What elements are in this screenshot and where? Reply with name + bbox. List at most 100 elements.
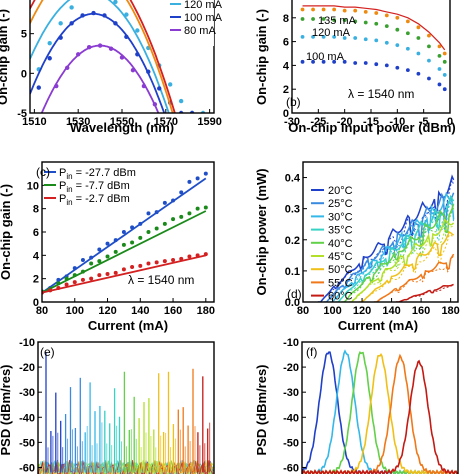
panel-c-xtick-label: 80 <box>36 305 48 317</box>
panel-c-legend-label: Pin = -2.7 dBm <box>59 193 130 207</box>
panel-c-point <box>138 235 143 240</box>
panel-b-point <box>384 13 389 18</box>
panel-b-point <box>427 58 431 63</box>
panel-c-point <box>130 225 135 230</box>
panel-e: -60 -50 -40 -30 -20 -10 (e) PSD (dBm/res) <box>0 337 215 474</box>
panel-a-point <box>58 35 63 40</box>
panel-c-point <box>121 230 126 234</box>
panel-a-point <box>124 34 129 40</box>
panel-c-point <box>146 211 151 216</box>
panel-e-ytick-label: -10 <box>19 337 35 349</box>
panel-d-legend-label: 40°C <box>328 238 353 250</box>
panel-a-point <box>75 52 81 57</box>
panel-a-point <box>113 21 118 26</box>
panel-c-legend-label: Pin = -27.7 dBm <box>59 167 136 181</box>
panel-d-legend-label: 45°C <box>328 251 353 263</box>
panel-b-point <box>384 63 389 68</box>
panel-c-point <box>187 254 192 259</box>
panel-a-point <box>54 83 59 89</box>
panel-e-baseline <box>38 459 214 474</box>
panel-a-point <box>69 21 74 26</box>
panel-b-point <box>437 67 442 71</box>
panel-c-point <box>113 238 118 243</box>
panel-c-ytick-label: 6 <box>33 227 39 239</box>
panel-d-xtick-label: 80 <box>297 305 309 317</box>
panel-b-point <box>395 15 400 20</box>
panel-a-ytick-label: 10 <box>15 0 27 1</box>
panel-c-point <box>48 288 53 293</box>
panel-e-tag: (e) <box>40 345 55 359</box>
panel-c-point <box>97 259 102 264</box>
panel-c-point <box>64 276 69 281</box>
panel-b-xtick-label: -5 <box>419 116 429 128</box>
panel-a-plot-area <box>30 0 206 113</box>
panel-c-point <box>105 241 110 246</box>
panel-a-xtick-label: 1530 <box>66 116 90 128</box>
panel-c-point <box>80 269 85 274</box>
panel-b-plot-area <box>300 5 447 92</box>
panel-b-point <box>442 59 447 64</box>
panel-b-point <box>363 9 368 14</box>
panel-a-point <box>157 86 162 91</box>
panel-d-axes: 0.0 0.1 0.2 0.3 0.4 80 100 120 140 160 180 <box>285 161 460 317</box>
panel-f-spectrum <box>302 353 458 474</box>
panel-a-xtick-label: 1510 <box>22 116 46 128</box>
panel-d-xlabel: Current (mA) <box>338 318 418 333</box>
panel-c-point <box>154 260 159 265</box>
panel-c-point <box>105 254 110 259</box>
panel-c-point <box>171 198 176 203</box>
panel-c-ytick-label: 4 <box>33 250 40 262</box>
panel-d-legend-label: 60°C <box>328 291 353 303</box>
panel-d-legend-label: 35°C <box>328 225 353 237</box>
panel-c-xtick-label: 100 <box>66 305 84 317</box>
panel-c-point <box>89 255 94 260</box>
panel-f-ytick-label: -20 <box>283 362 299 374</box>
panel-d-dotted-line <box>373 255 454 302</box>
panel-d-dotted-line <box>341 207 455 302</box>
panel-c-point <box>162 221 167 226</box>
panel-b-point <box>374 62 379 67</box>
panel-b-xtick-label: 0 <box>447 116 453 128</box>
panel-d-dotted-line <box>335 198 455 302</box>
panel-b-xtick-label: -15 <box>363 116 379 128</box>
panel-b-point <box>395 27 400 32</box>
panel-f-ytick-label: -50 <box>283 437 299 449</box>
panel-d-frame <box>302 161 459 303</box>
panel-b-point <box>395 65 400 70</box>
panel-c-point <box>80 258 85 262</box>
panel-d-xtick-label: 100 <box>323 305 341 317</box>
panel-b-fit-line <box>302 5 446 51</box>
panel-b-point <box>311 17 315 21</box>
panel-c-legend-label: Pin = -7.7 dBm <box>59 180 130 194</box>
panel-b-point <box>321 7 326 12</box>
panel-e-ytick-label: -60 <box>19 462 35 474</box>
panel-b-series-label: 120 mA <box>312 27 351 39</box>
panel-d-line <box>396 283 454 302</box>
panel-f-ytick-label: -40 <box>283 412 299 424</box>
panel-a-axes: -5 0 5 10 1510 1530 1550 1570 1590 <box>15 0 222 128</box>
panel-b-point <box>442 51 447 56</box>
panel-a-legend-label: 80 mA <box>184 25 216 37</box>
panel-c-point <box>203 205 208 210</box>
panel-b-series-label: 135 mA <box>318 15 357 27</box>
panel-a-point <box>178 98 184 104</box>
panel-c-point <box>113 270 118 275</box>
panel-c-point <box>72 266 77 271</box>
panel-f-spectrum <box>302 351 458 474</box>
panel-e-plot-area <box>38 352 214 474</box>
panel-b-ytick-label: 4 <box>283 60 290 72</box>
panel-b-point <box>427 44 431 49</box>
panel-b-point <box>384 40 389 45</box>
panel-b-point <box>405 46 410 51</box>
panel-a-point <box>47 56 52 61</box>
panel-f-spectrum <box>302 349 458 474</box>
panel-b-point <box>384 24 389 29</box>
panel-d-legend-label: 30°C <box>328 211 353 223</box>
panel-a-point <box>130 67 136 73</box>
panel-b-ytick-label: 2 <box>283 84 289 96</box>
panel-d: 0.0 0.1 0.2 0.3 0.4 80 100 120 140 160 180 20°C25°… <box>254 161 460 333</box>
panel-c-point <box>138 263 143 268</box>
panel-d-xtick-label: 140 <box>382 305 400 317</box>
